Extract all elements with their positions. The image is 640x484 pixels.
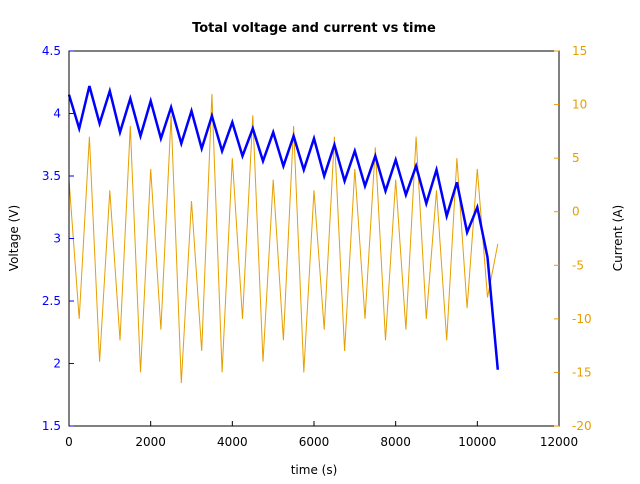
y-tick-label: 4 <box>53 107 61 121</box>
y2-tick-label: -5 <box>572 258 584 272</box>
y-axis-label: Voltage (V) <box>7 205 21 271</box>
x-tick-label: 6000 <box>299 435 330 449</box>
y2-tick-label: -20 <box>572 419 592 433</box>
y2-tick-label: 15 <box>572 44 587 58</box>
x-tick-label: 4000 <box>217 435 248 449</box>
y2-tick-label: 10 <box>572 98 587 112</box>
y2-tick-label: -10 <box>572 312 592 326</box>
y-tick-label: 3.5 <box>42 169 61 183</box>
x-tick-label: 8000 <box>380 435 411 449</box>
x-tick-label: 0 <box>65 435 73 449</box>
plot-frame <box>69 51 559 426</box>
chart-title: Total voltage and current vs time <box>192 21 436 36</box>
y2-tick-label: 0 <box>572 205 580 219</box>
x-tick-label: 2000 <box>135 435 166 449</box>
y-tick-label: 3 <box>53 232 61 246</box>
x-tick-label: 10000 <box>458 435 496 449</box>
y2-tick-label: 5 <box>572 151 580 165</box>
current-line <box>69 94 498 383</box>
y-tick-label: 1.5 <box>42 419 61 433</box>
y-tick-label: 4.5 <box>42 44 61 58</box>
y-tick-label: 2 <box>53 357 61 371</box>
y-tick-label: 2.5 <box>42 294 61 308</box>
y2-axis-label: Current (A) <box>611 205 625 271</box>
y2-tick-label: -15 <box>572 365 592 379</box>
x-axis-label: time (s) <box>291 463 338 477</box>
series-layer <box>69 86 498 383</box>
x-tick-label: 12000 <box>540 435 578 449</box>
